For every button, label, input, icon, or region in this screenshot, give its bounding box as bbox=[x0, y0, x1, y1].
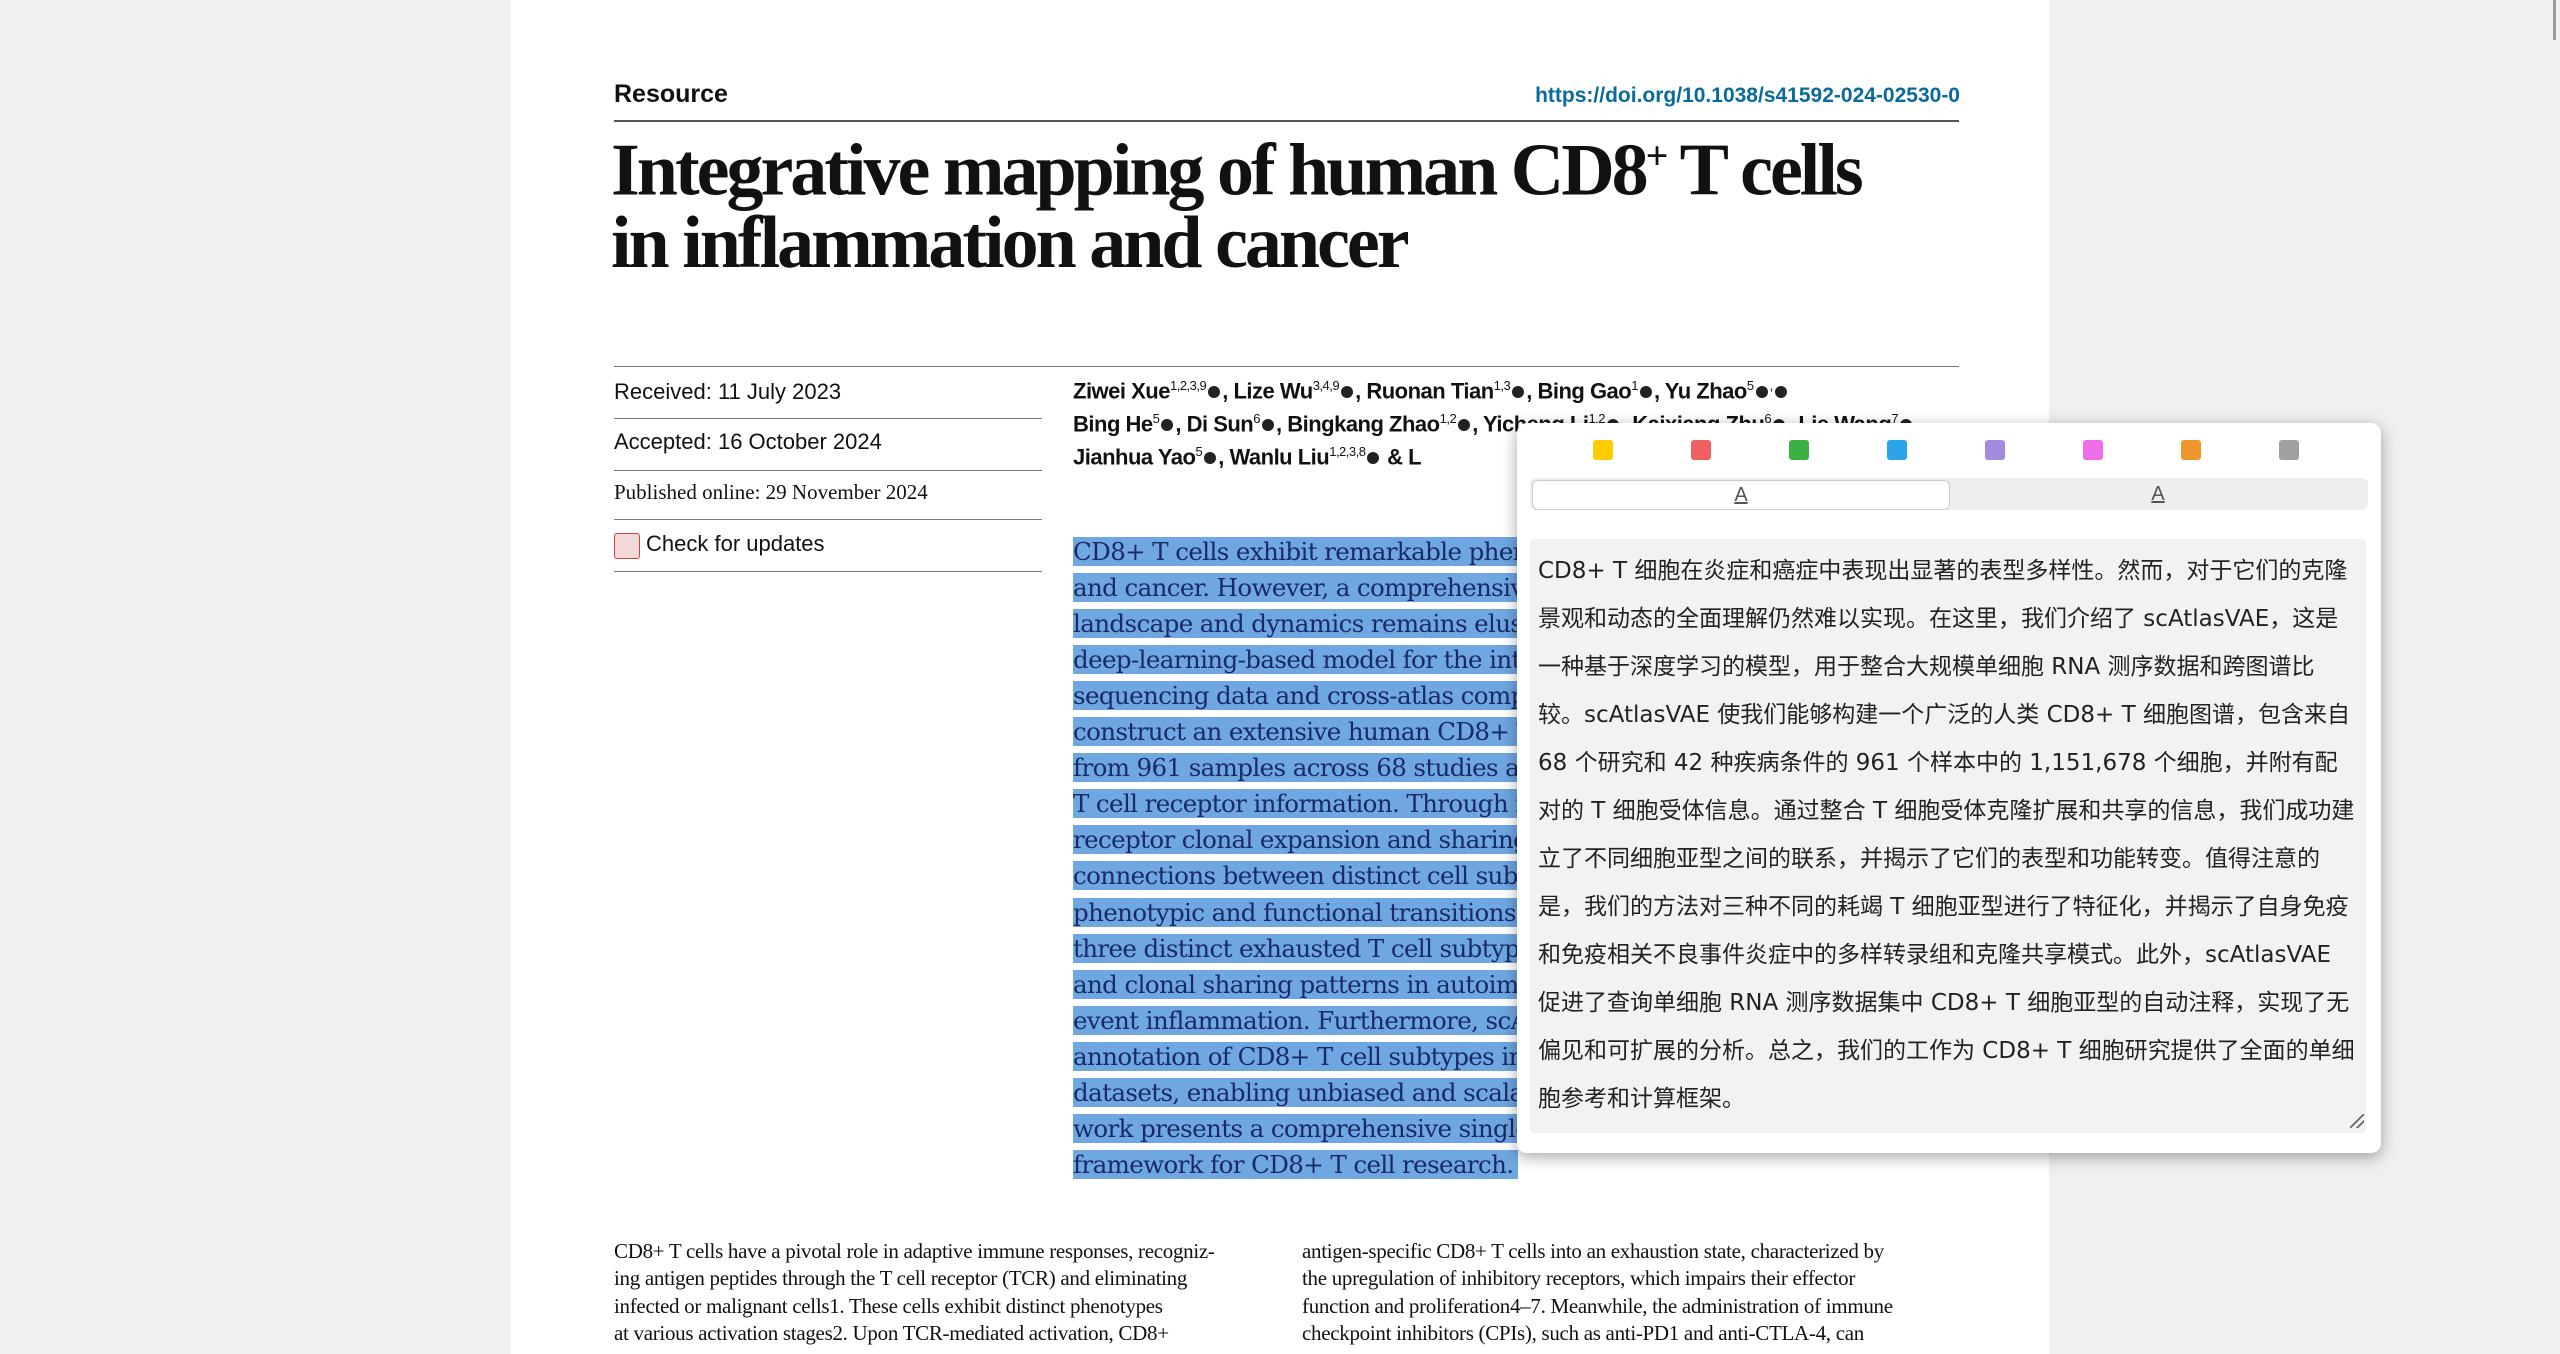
affiliation: 7 bbox=[1891, 411, 1899, 426]
abstract-line: framework for CD8+ T cell research. bbox=[1073, 1147, 1518, 1183]
color-swatch[interactable] bbox=[1691, 440, 1711, 460]
rule bbox=[614, 120, 1959, 122]
author-name: , Yu Zhao bbox=[1653, 378, 1747, 404]
body-line: CD8+ T cells have a pivotal role in adap… bbox=[614, 1239, 1215, 1263]
rule bbox=[614, 366, 1959, 367]
orcid-icon bbox=[1341, 386, 1354, 399]
rule bbox=[614, 418, 1042, 419]
affiliation: , bbox=[1769, 378, 1774, 393]
affiliation: 1,2 bbox=[1439, 411, 1457, 426]
affiliation: 3,4,9 bbox=[1312, 378, 1340, 393]
author-name: , Bingkang Zhao bbox=[1275, 411, 1440, 437]
affiliation: 6 bbox=[1253, 411, 1260, 426]
received: Received: 11 July 2023 bbox=[614, 379, 842, 404]
author-name: & L bbox=[1381, 444, 1422, 470]
orcid-icon bbox=[1261, 419, 1274, 432]
body-line: at various activation stages2. Upon TCR-… bbox=[614, 1320, 1169, 1345]
author-line: Jianhua Yao5 , Wanlu Liu1,2,3,8 & L bbox=[1073, 444, 1422, 470]
title: Integrative mapping of human CD8+ T cell… bbox=[611, 120, 1864, 280]
check-updates[interactable]: Check for updates bbox=[646, 531, 825, 556]
orcid-icon bbox=[1774, 386, 1787, 399]
author-name: , Lize Wu bbox=[1222, 378, 1313, 404]
orcid-icon bbox=[1208, 386, 1221, 399]
affiliation: 5 bbox=[1152, 411, 1160, 426]
author-name: Ziwei Xue bbox=[1073, 378, 1170, 404]
orcid-icon bbox=[1204, 452, 1217, 465]
affiliation: 1,2,3,9 bbox=[1169, 378, 1207, 393]
orcid-icon bbox=[1512, 386, 1525, 399]
published: Published online: 29 November 2024 bbox=[614, 480, 928, 504]
affiliation: 1,3 bbox=[1493, 378, 1511, 393]
title-text: Integrative mapping of human CD8 bbox=[611, 129, 1649, 212]
body-line: the upregulation of inhibitory receptors… bbox=[1302, 1266, 1856, 1291]
title-sup: + bbox=[1645, 133, 1669, 178]
body-line: ing antigen peptides through the T cell … bbox=[614, 1266, 1188, 1291]
body-line: checkpoint inhibitors (CPIs), such as an… bbox=[1302, 1320, 1864, 1345]
orcid-icon bbox=[1755, 386, 1768, 399]
orcid-icon bbox=[1639, 386, 1652, 399]
author-name: Jianhua Yao bbox=[1073, 444, 1196, 470]
affiliation: 6 bbox=[1764, 411, 1772, 426]
title-text: T cells bbox=[1665, 129, 1864, 212]
author-line: Ziwei Xue1,2,3,9 , Lize Wu3,4,9 , Ruonan T… bbox=[1073, 378, 1789, 404]
affiliation: 5 bbox=[1746, 378, 1754, 393]
body-line: antigen-specific CD8+ T cells into an ex… bbox=[1302, 1239, 1884, 1263]
translation-popup: A A CD8+ T 细胞在炎症和癌症中表现出显著的表型多样性。然而，对于它们的… bbox=[1517, 423, 2381, 1153]
updates-icon bbox=[614, 533, 640, 559]
affiliation: 5 bbox=[1195, 444, 1203, 459]
affiliation: 1 bbox=[1631, 378, 1638, 393]
body-line: function and proliferation4–7. Meanwhile… bbox=[1302, 1293, 1893, 1318]
affiliation: 1,2 bbox=[1588, 411, 1606, 426]
color-swatch[interactable] bbox=[1887, 440, 1907, 460]
orcid-icon bbox=[1367, 452, 1380, 465]
author-name: , Wanlu Liu bbox=[1218, 444, 1330, 470]
highlighted-text: framework for CD8+ T cell research. bbox=[1073, 1149, 1518, 1179]
scrollbar[interactable] bbox=[2553, 0, 2556, 40]
author-name: , Ruonan Tian bbox=[1355, 378, 1494, 404]
rule bbox=[614, 519, 1042, 520]
rule bbox=[614, 571, 1042, 572]
title-text: in inflammation and cancer bbox=[611, 201, 1410, 284]
color-swatch[interactable] bbox=[2279, 440, 2299, 460]
body-line: infected or malignant cells1. These cell… bbox=[614, 1293, 1163, 1318]
affiliation: 1,2,3,8 bbox=[1329, 444, 1366, 459]
translation: CD8+ T 细胞在炎症和癌症中表现出显著的表型多样性。然而，对于它们的克隆景观… bbox=[1538, 558, 2355, 1112]
orcid-icon bbox=[1458, 419, 1471, 432]
resize-handle[interactable] bbox=[2350, 1114, 2364, 1128]
orcid-icon bbox=[1161, 419, 1174, 432]
color-swatch[interactable] bbox=[2083, 440, 2103, 460]
tab[interactable]: A bbox=[1532, 480, 1950, 510]
author-name: , Bing Gao bbox=[1526, 378, 1632, 404]
author-name: Bing He bbox=[1073, 411, 1153, 437]
color-swatch[interactable] bbox=[2181, 440, 2201, 460]
doi-link[interactable]: https://doi.org/10.1038/s41592-024-02530… bbox=[1535, 84, 1960, 107]
author-name: , Di Sun bbox=[1175, 411, 1254, 437]
section-label: Resource bbox=[614, 80, 728, 108]
accepted: Accepted: 16 October 2024 bbox=[614, 429, 882, 454]
tab[interactable]: A bbox=[2151, 483, 2165, 505]
color-swatch[interactable] bbox=[1789, 440, 1809, 460]
color-swatch[interactable] bbox=[1593, 440, 1613, 460]
text-area[interactable] bbox=[1530, 539, 2366, 1133]
rule bbox=[614, 470, 1042, 471]
color-swatch[interactable] bbox=[1985, 440, 2005, 460]
